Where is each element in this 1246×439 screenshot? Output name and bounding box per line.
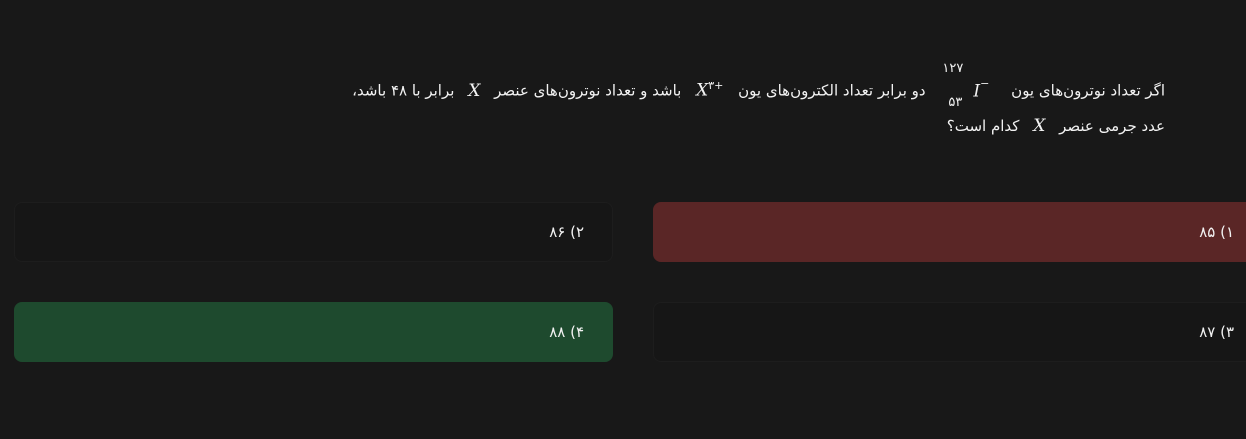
charge: ۳+ bbox=[708, 79, 724, 92]
iodine-symbol: I− bbox=[973, 65, 989, 114]
question-text: اگر تعداد نوترون‌های یون ۱۲۷ ۵۳ I− دو بر… bbox=[85, 61, 1165, 144]
symbol: I bbox=[973, 81, 981, 102]
x-ion-notation: X۳+ bbox=[696, 64, 723, 113]
question-line-2: عدد جرمی عنصر X کدام است؟ bbox=[85, 108, 1165, 144]
option-3[interactable]: ۳) ۸۷ bbox=[653, 302, 1246, 362]
iodine-isotope-notation: ۱۲۷ ۵۳ I− bbox=[938, 61, 998, 113]
x-symbol: X bbox=[1033, 116, 1046, 136]
option-1-incorrect[interactable]: ۱) ۸۵ bbox=[653, 202, 1246, 262]
question-line-1: اگر تعداد نوترون‌های یون ۱۲۷ ۵۳ I− دو بر… bbox=[85, 61, 1165, 110]
option-2[interactable]: ۲) ۸۶ bbox=[14, 202, 613, 262]
x-symbol: X bbox=[468, 80, 481, 101]
option-label: ۴) ۸۸ bbox=[549, 323, 584, 341]
question-text-segment: اگر تعداد نوترون‌های یون bbox=[1011, 81, 1165, 100]
symbol: X bbox=[696, 80, 709, 101]
mass-number: ۱۲۷ bbox=[942, 61, 964, 77]
atomic-number: ۵۳ bbox=[948, 95, 963, 111]
charge: − bbox=[980, 77, 990, 91]
question-text-segment: باشد و تعداد نوترون‌های عنصر bbox=[494, 81, 682, 100]
option-label: ۱) ۸۵ bbox=[1199, 223, 1234, 241]
option-label: ۳) ۸۷ bbox=[1199, 323, 1234, 341]
question-text-segment: دو برابر تعداد الکترون‌های یون bbox=[738, 81, 926, 100]
question-text-segment: برابر با ۴۸ باشد، bbox=[352, 81, 455, 100]
question-text-segment: کدام است؟ bbox=[946, 117, 1020, 135]
question-text-segment: عدد جرمی عنصر bbox=[1059, 117, 1165, 135]
option-label: ۲) ۸۶ bbox=[549, 223, 584, 241]
option-4-correct[interactable]: ۴) ۸۸ bbox=[14, 302, 613, 362]
